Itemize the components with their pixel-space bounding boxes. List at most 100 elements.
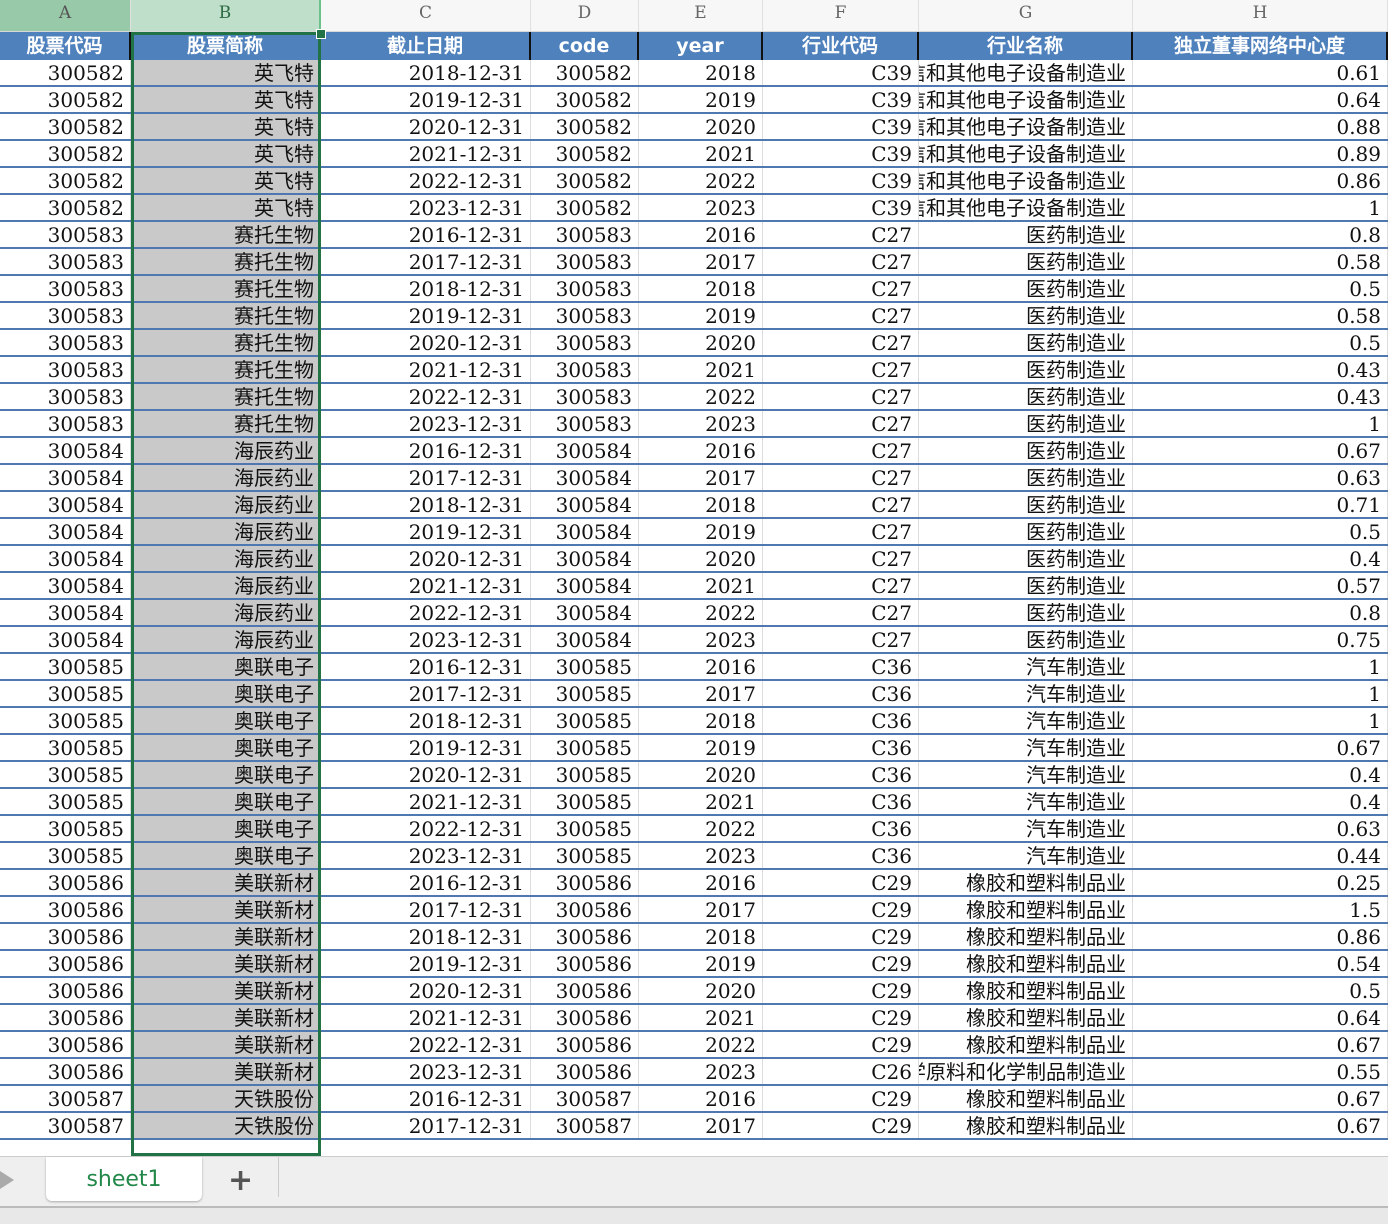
cell[interactable]: 2023 (639, 1059, 763, 1084)
spreadsheet-grid[interactable]: 股票代码 股票简称 截止日期 code year 行业代码 行业名称 独立董事网络中心度 300… (0, 32, 1388, 1156)
cell[interactable]: C27 (763, 384, 919, 409)
cell[interactable]: 2016-12-31 (321, 1086, 531, 1111)
cell[interactable]: 赛托生物 (131, 411, 321, 436)
cell[interactable]: 300584 (531, 600, 639, 625)
header-cell[interactable]: 股票代码 (0, 32, 131, 60)
cell[interactable]: 汽车制造业 (919, 843, 1133, 868)
cell[interactable]: 300586 (0, 897, 131, 922)
scroll-tabs-arrow-icon[interactable] (0, 1171, 14, 1189)
cell[interactable]: 300585 (0, 843, 131, 868)
cell[interactable]: 2020-12-31 (321, 546, 531, 571)
cell[interactable]: 300583 (0, 276, 131, 301)
cell[interactable]: C39 (763, 114, 919, 139)
cell[interactable]: C27 (763, 492, 919, 517)
cell[interactable]: C27 (763, 627, 919, 652)
cell[interactable]: C36 (763, 789, 919, 814)
cell[interactable]: 2023 (639, 195, 763, 220)
cell[interactable]: 奥联电子 (131, 654, 321, 679)
cell[interactable]: 英飞特 (131, 87, 321, 112)
cell[interactable]: 0.4 (1133, 762, 1388, 787)
cell[interactable]: 2021-12-31 (321, 789, 531, 814)
cell[interactable]: 2022-12-31 (321, 1032, 531, 1057)
cell[interactable]: C27 (763, 438, 919, 463)
cell[interactable]: 300586 (0, 978, 131, 1003)
cell[interactable]: 300584 (0, 546, 131, 571)
cell[interactable]: 医药制造业 (919, 411, 1133, 436)
cell[interactable]: C27 (763, 276, 919, 301)
cell[interactable]: 2019-12-31 (321, 87, 531, 112)
cell[interactable]: 橡胶和塑料制品业 (919, 1086, 1133, 1111)
cell[interactable]: 天铁股份 (131, 1086, 321, 1111)
cell[interactable]: C39 (763, 60, 919, 85)
cell[interactable]: 2022 (639, 600, 763, 625)
cell[interactable]: 0.54 (1133, 951, 1388, 976)
cell[interactable]: 汽车制造业 (919, 681, 1133, 706)
cell[interactable]: 0.63 (1133, 816, 1388, 841)
cell[interactable]: 300583 (531, 330, 639, 355)
cell[interactable]: 2016 (639, 870, 763, 895)
sheet-tab-sheet1[interactable]: sheet1 (46, 1157, 202, 1201)
cell[interactable]: 英飞特 (131, 114, 321, 139)
cell[interactable]: 医药制造业 (919, 600, 1133, 625)
cell[interactable]: 汽车制造业 (919, 816, 1133, 841)
cell[interactable]: 2018 (639, 276, 763, 301)
cell[interactable]: C27 (763, 546, 919, 571)
cell[interactable]: 2018 (639, 924, 763, 949)
cell[interactable]: 0.43 (1133, 384, 1388, 409)
cell[interactable]: 汽车制造业 (919, 762, 1133, 787)
cell[interactable]: 300583 (531, 222, 639, 247)
cell[interactable]: 英飞特 (131, 168, 321, 193)
cell[interactable]: C36 (763, 735, 919, 760)
cell[interactable]: 1.5 (1133, 897, 1388, 922)
cell[interactable]: 300582 (0, 168, 131, 193)
cell[interactable]: 2019-12-31 (321, 303, 531, 328)
cell[interactable]: 2023-12-31 (321, 1059, 531, 1084)
cell[interactable]: 2020-12-31 (321, 114, 531, 139)
cell[interactable]: 海辰药业 (131, 465, 321, 490)
cell[interactable]: 300585 (0, 735, 131, 760)
cell[interactable]: 2016 (639, 438, 763, 463)
cell[interactable]: 0.44 (1133, 843, 1388, 868)
cell[interactable]: 0.64 (1133, 87, 1388, 112)
cell[interactable]: 1 (1133, 411, 1388, 436)
cell[interactable]: 2021 (639, 141, 763, 166)
cell[interactable]: 2023 (639, 411, 763, 436)
cell[interactable]: 2021 (639, 573, 763, 598)
cell[interactable]: 赛托生物 (131, 222, 321, 247)
cell[interactable]: 300586 (0, 951, 131, 976)
cell[interactable]: 2021-12-31 (321, 141, 531, 166)
cell[interactable]: 美联新材 (131, 1059, 321, 1084)
cell[interactable]: 300584 (0, 600, 131, 625)
cell[interactable]: 0.67 (1133, 1113, 1388, 1138)
cell[interactable]: 天铁股份 (131, 1113, 321, 1138)
fill-handle[interactable] (316, 29, 326, 39)
cell[interactable]: 300583 (0, 249, 131, 274)
cell[interactable]: 300587 (531, 1113, 639, 1138)
cell[interactable]: 2019-12-31 (321, 735, 531, 760)
cell[interactable]: 300586 (531, 951, 639, 976)
cell[interactable]: 计算机、通信和其他电子设备制造业 (919, 141, 1133, 166)
cell[interactable]: 2023 (639, 627, 763, 652)
cell[interactable]: 300585 (531, 681, 639, 706)
cell[interactable]: 医药制造业 (919, 465, 1133, 490)
column-header-g[interactable]: G (919, 0, 1133, 31)
cell[interactable]: 橡胶和塑料制品业 (919, 1005, 1133, 1030)
cell[interactable]: 橡胶和塑料制品业 (919, 1032, 1133, 1057)
cell[interactable]: 0.67 (1133, 1086, 1388, 1111)
cell[interactable]: 化学原料和化学制品制造业 (919, 1059, 1133, 1084)
cell[interactable]: 0.5 (1133, 276, 1388, 301)
cell[interactable]: 0.86 (1133, 168, 1388, 193)
cell[interactable]: 300586 (531, 897, 639, 922)
cell[interactable]: 0.4 (1133, 546, 1388, 571)
cell[interactable]: C29 (763, 1086, 919, 1111)
cell[interactable]: 0.61 (1133, 60, 1388, 85)
cell[interactable]: 2017 (639, 897, 763, 922)
cell[interactable]: 2018-12-31 (321, 492, 531, 517)
cell[interactable]: 1 (1133, 708, 1388, 733)
cell[interactable]: 2019-12-31 (321, 519, 531, 544)
cell[interactable]: 2018-12-31 (321, 276, 531, 301)
cell[interactable]: 300585 (531, 816, 639, 841)
cell[interactable]: 0.89 (1133, 141, 1388, 166)
cell[interactable]: 医药制造业 (919, 384, 1133, 409)
cell[interactable]: 2019 (639, 87, 763, 112)
